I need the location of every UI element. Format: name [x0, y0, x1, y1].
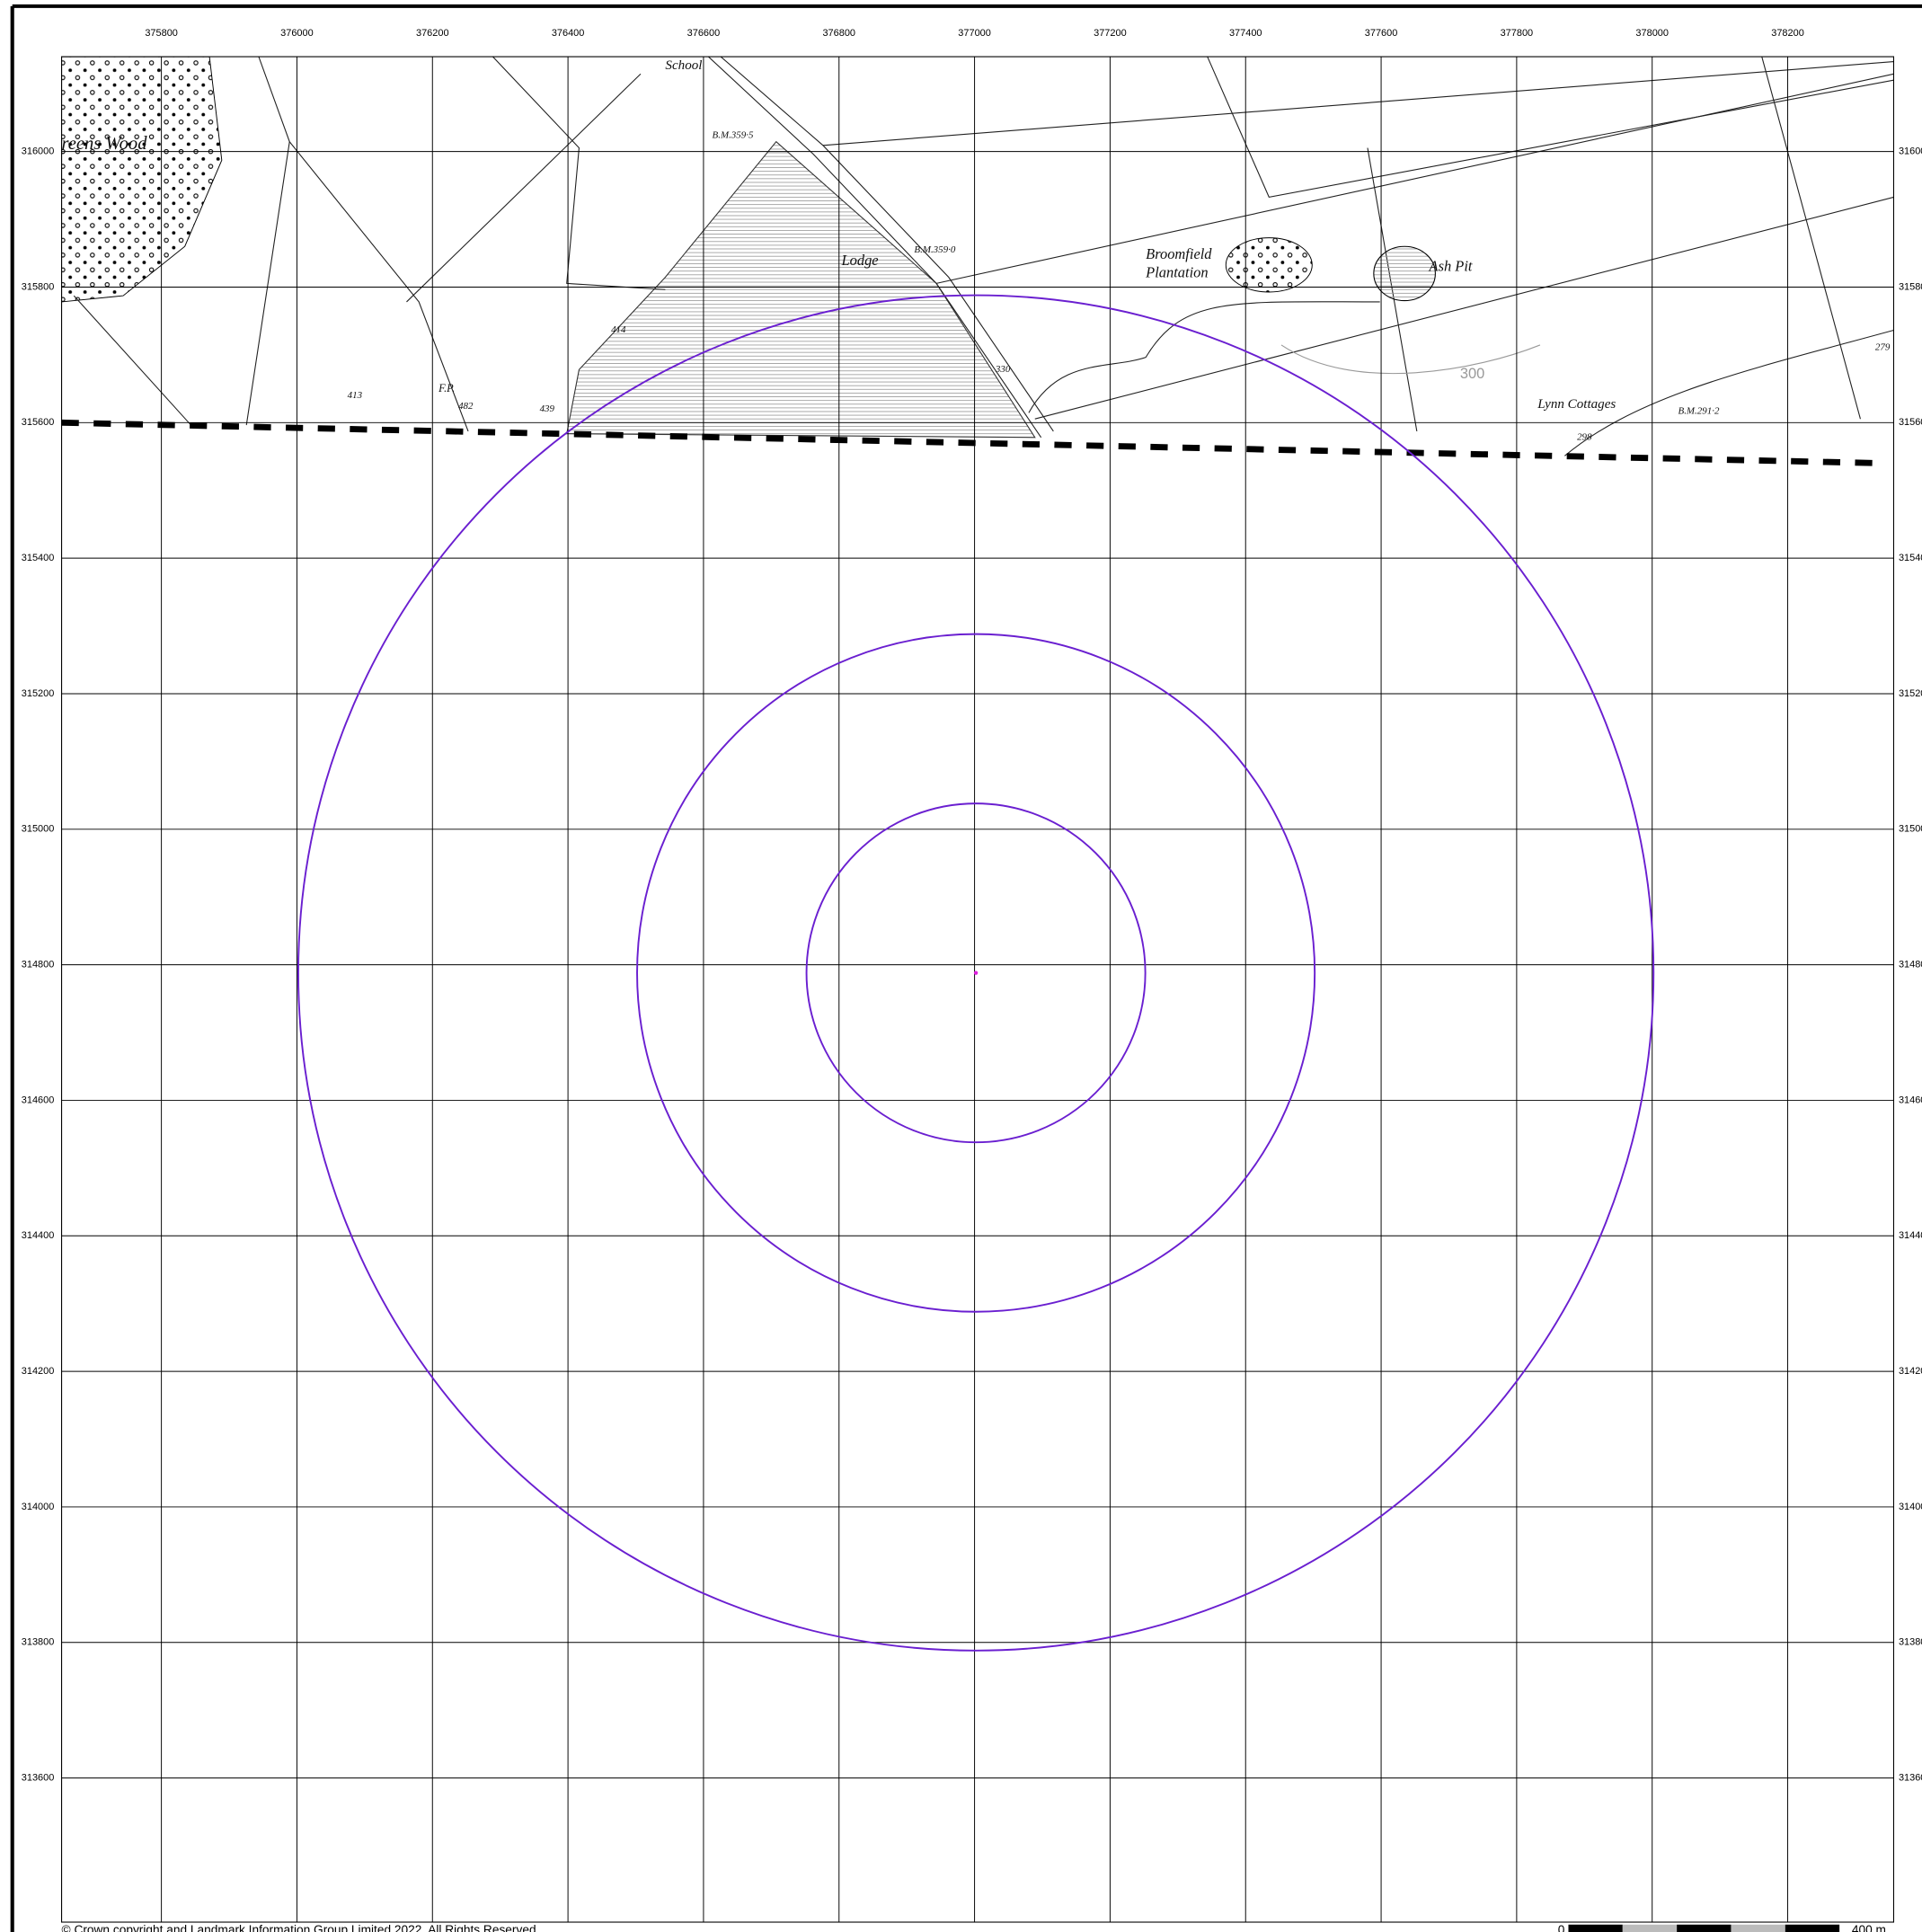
- y-tick-label: 314000: [22, 1502, 55, 1512]
- map-label: B.M.291·2: [1678, 406, 1720, 417]
- site-point: [974, 970, 978, 974]
- map-label: School: [665, 58, 702, 73]
- y-tick-label: 314000: [1899, 1502, 1922, 1512]
- plantation: [1226, 238, 1312, 292]
- x-tick-label: 375800: [145, 28, 178, 39]
- map-label: Lodge: [840, 252, 878, 269]
- y-tick-label: 314800: [1899, 960, 1922, 970]
- scale-end: 400 m: [1852, 1923, 1886, 1932]
- page: {"eastings": [375800, 376000, 376200, 37…: [0, 0, 1922, 1932]
- y-tick-label: 315800: [1899, 281, 1922, 292]
- x-tick-label: 377800: [1501, 28, 1534, 39]
- copyright: © Crown copyright and Landmark Informati…: [62, 1923, 540, 1932]
- map-label: 279: [1875, 341, 1891, 352]
- scale-segment: [1785, 1925, 1839, 1932]
- map-label: 300: [1460, 366, 1484, 382]
- y-tick-label: 315800: [22, 281, 55, 292]
- y-tick-label: 315600: [1899, 417, 1922, 428]
- y-tick-label: 313600: [1899, 1772, 1922, 1783]
- y-tick-label: 316000: [22, 146, 55, 157]
- scale-start: 0: [1558, 1923, 1565, 1932]
- x-tick-label: 376600: [687, 28, 721, 39]
- y-tick-label: 315400: [22, 553, 55, 563]
- x-tick-label: 377200: [1094, 28, 1127, 39]
- y-tick-label: 315400: [1899, 553, 1922, 563]
- y-tick-label: 313800: [22, 1637, 55, 1648]
- scale-segment: [1731, 1925, 1785, 1932]
- y-tick-label: 316000: [1899, 146, 1922, 157]
- x-tick-label: 376400: [552, 28, 585, 39]
- y-tick-label: 314400: [1899, 1230, 1922, 1241]
- map-label: F.P.: [438, 382, 455, 394]
- x-tick-label: 376000: [280, 28, 314, 39]
- y-tick-label: 315000: [22, 824, 55, 835]
- y-tick-label: 313600: [22, 1772, 55, 1783]
- x-tick-label: 377000: [958, 28, 991, 39]
- map-label: 298: [1577, 432, 1592, 443]
- map-label: Broomfield: [1146, 245, 1212, 262]
- y-tick-label: 314400: [22, 1230, 55, 1241]
- map-label: 414: [611, 324, 626, 335]
- y-tick-label: 314800: [22, 960, 55, 970]
- map-label: Plantation: [1145, 264, 1208, 281]
- y-tick-label: 315200: [22, 688, 55, 699]
- y-tick-label: 314200: [22, 1366, 55, 1377]
- x-tick-label: 378200: [1771, 28, 1804, 39]
- map-label: B.M.359·0: [914, 244, 955, 255]
- y-tick-label: 315200: [1899, 688, 1922, 699]
- x-tick-label: 377600: [1365, 28, 1398, 39]
- y-tick-label: 313800: [1899, 1637, 1922, 1648]
- y-tick-label: 314200: [1899, 1366, 1922, 1377]
- map-label: B.M.359·5: [713, 130, 754, 141]
- ash-pit: [1374, 246, 1436, 300]
- y-tick-label: 315000: [1899, 824, 1922, 835]
- map-label: 413: [348, 390, 363, 401]
- scale-segment: [1623, 1925, 1677, 1932]
- y-tick-label: 314600: [22, 1095, 55, 1105]
- y-tick-label: 314600: [1899, 1095, 1922, 1105]
- scale-segment: [1568, 1925, 1622, 1932]
- x-tick-label: 377400: [1229, 28, 1262, 39]
- map-label: reens Wood: [62, 134, 148, 154]
- map-label: 439: [540, 403, 555, 414]
- map-label: 330: [995, 364, 1011, 375]
- x-tick-label: 378000: [1635, 28, 1669, 39]
- map-label: Lynn Cottages: [1537, 397, 1616, 412]
- x-tick-label: 376800: [822, 28, 855, 39]
- y-tick-label: 315600: [22, 417, 55, 428]
- map-sheet: School B.M.359·5 Lodge B.M.359·0 330 Bro…: [0, 0, 1922, 1932]
- map-label: Ash Pit: [1429, 258, 1473, 275]
- map-label: 482: [458, 401, 474, 412]
- x-tick-label: 376200: [416, 28, 449, 39]
- scale-segment: [1677, 1925, 1731, 1932]
